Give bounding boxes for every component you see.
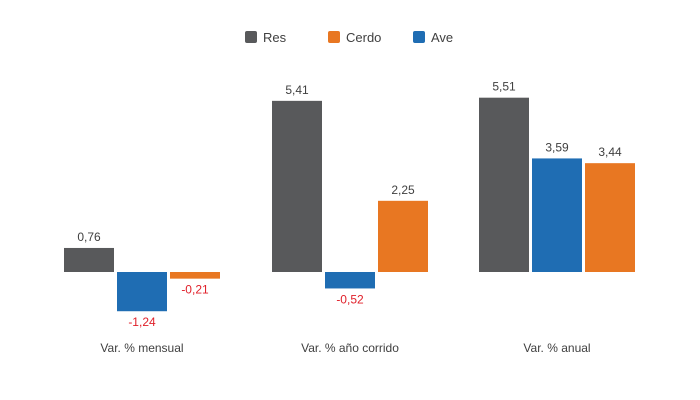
- legend-swatch-res: [245, 31, 257, 43]
- value-label-cerdo-0: -0,21: [181, 283, 209, 297]
- bar-cerdo-0: [170, 272, 220, 279]
- legend-swatch-ave: [413, 31, 425, 43]
- legend-label-cerdo: Cerdo: [346, 30, 381, 45]
- bar-res-0: [64, 247, 114, 272]
- legend-swatch-cerdo: [328, 31, 340, 43]
- bar-res-1: [272, 100, 322, 272]
- bar-cerdo-2: [585, 163, 635, 272]
- bar-ave-2: [532, 158, 582, 272]
- category-label-0: Var. % mensual: [100, 341, 183, 355]
- bar-ave-0: [117, 272, 167, 312]
- legend-label-res: Res: [263, 30, 287, 45]
- value-label-res-1: 5,41: [285, 83, 309, 97]
- value-label-res-0: 0,76: [77, 230, 101, 244]
- value-label-cerdo-2: 3,44: [598, 145, 622, 159]
- value-label-ave-2: 3,59: [545, 140, 569, 154]
- category-label-2: Var. % anual: [523, 341, 590, 355]
- category-label-1: Var. % año corrido: [301, 341, 399, 355]
- value-label-cerdo-1: 2,25: [391, 183, 415, 197]
- bar-ave-1: [325, 272, 375, 289]
- value-label-ave-0: -1,24: [128, 315, 156, 329]
- bar-cerdo-1: [378, 200, 428, 272]
- value-label-res-2: 5,51: [492, 80, 516, 94]
- legend-label-ave: Ave: [431, 30, 453, 45]
- value-label-ave-1: -0,52: [336, 292, 364, 306]
- bar-res-2: [479, 97, 529, 272]
